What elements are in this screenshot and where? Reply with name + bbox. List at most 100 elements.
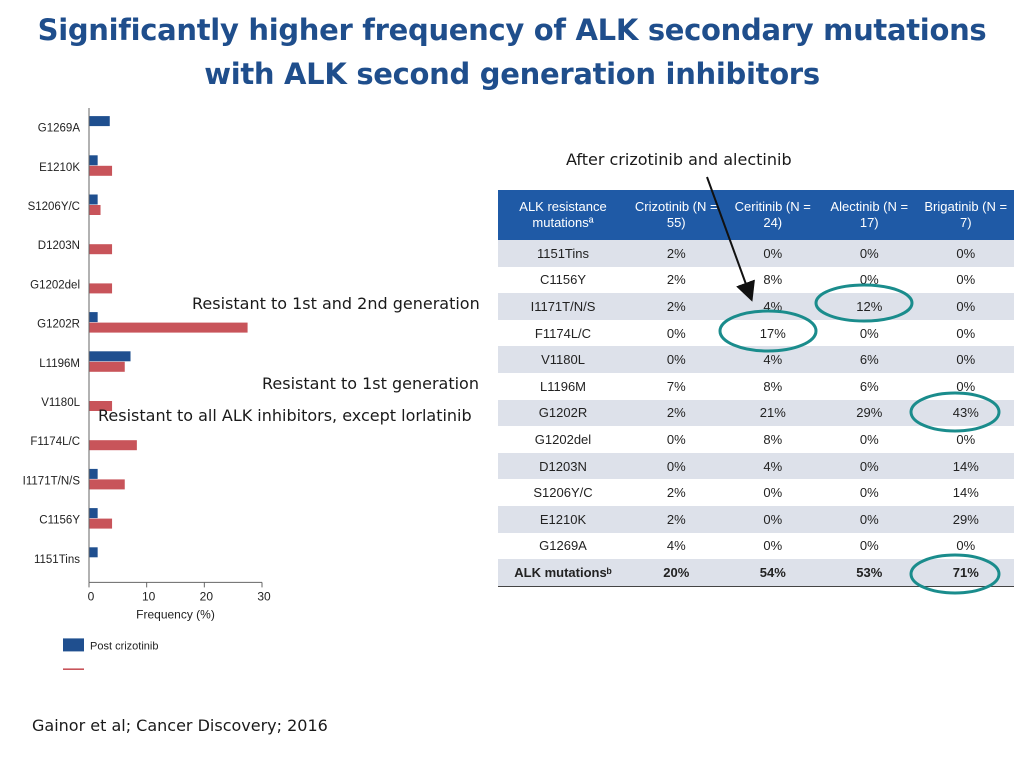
category-label: 1151Tins <box>34 554 80 566</box>
total-alectinib: 53% <box>821 559 918 587</box>
table-row: G1202del 0% 8% 0% 0% <box>498 426 1014 453</box>
bar-post-2nd-gen <box>89 401 113 411</box>
annotation-resistant-1st-2nd: Resistant to 1st and 2nd generation <box>192 294 480 313</box>
cell-alectinib: 0% <box>821 452 918 480</box>
cell-crizotinib: 0% <box>628 452 725 480</box>
bar-post-crizotinib <box>89 116 110 127</box>
bar-post-2nd-gen <box>89 361 125 372</box>
cell-crizotinib: 2% <box>628 399 725 427</box>
table-row: V1180L 0% 4% 6% 0% <box>498 346 1014 373</box>
table-row: S1206Y/C 2% 0% 0% 14% <box>498 479 1014 506</box>
bar-post-2nd-gen <box>89 244 113 255</box>
cell-mutation: E1210K <box>498 505 628 533</box>
legend-label: Post crizotinib <box>90 640 158 652</box>
cell-ceritinib: 8% <box>724 426 821 453</box>
cell-alectinib: 0% <box>821 266 918 294</box>
cell-brigatinib: 14% <box>917 479 1014 506</box>
bar-post-crizotinib <box>89 194 98 205</box>
table-row: D1203N 0% 4% 0% 14% <box>498 452 1014 480</box>
citation: Gainor et al; Cancer Discovery; 2016 <box>32 716 328 735</box>
cell-brigatinib: 14% <box>917 452 1014 480</box>
cell-mutation: 1151Tins <box>498 240 628 267</box>
table-header-row: ALK resistance mutationsª Crizotinib (N … <box>498 190 1014 240</box>
bar-post-crizotinib <box>89 468 98 479</box>
x-tick-label: 0 <box>88 589 95 603</box>
cell-alectinib: 29% <box>821 399 918 427</box>
category-label: V1180L <box>41 397 80 409</box>
bar-post-2nd-gen <box>89 205 101 215</box>
cell-brigatinib: 0% <box>917 532 1014 560</box>
category-label: F1174L/C <box>30 436 80 448</box>
cell-brigatinib: 0% <box>917 372 1014 400</box>
cell-ceritinib: 4% <box>724 452 821 480</box>
cell-crizotinib: 0% <box>628 426 725 453</box>
x-tick-label: 10 <box>142 589 156 603</box>
cell-alectinib: 0% <box>821 426 918 453</box>
cell-ceritinib: 0% <box>724 505 821 533</box>
bar-post-2nd-gen <box>89 479 125 490</box>
category-label: S1206Y/C <box>28 201 80 213</box>
cell-crizotinib: 4% <box>628 532 725 560</box>
cell-brigatinib: 29% <box>917 505 1014 533</box>
header-mutations: ALK resistance mutationsª <box>498 190 628 240</box>
legend-swatch <box>63 638 84 652</box>
header-ceritinib: Ceritinib (N = 24) <box>724 190 821 240</box>
table-row: G1202R 2% 21% 29% 43% <box>498 399 1014 427</box>
annotation-resistant-1st: Resistant to 1st generation <box>262 374 479 393</box>
alk-resistance-table: ALK resistance mutationsª Crizotinib (N … <box>498 190 1014 587</box>
header-brigatinib: Brigatinib (N = 7) <box>917 190 1014 240</box>
category-label: G1202del <box>30 279 80 291</box>
cell-mutation: C1156Y <box>498 266 628 294</box>
cell-brigatinib: 43% <box>917 399 1014 427</box>
cell-brigatinib: 0% <box>917 319 1014 347</box>
category-label: I1171T/N/S <box>23 475 81 487</box>
cell-mutation: V1180L <box>498 346 628 373</box>
cell-ceritinib: 21% <box>724 399 821 427</box>
cell-ceritinib: 4% <box>724 293 821 320</box>
cell-crizotinib: 0% <box>628 346 725 373</box>
table-row: I1171T/N/S 2% 4% 12% 0% <box>498 293 1014 320</box>
bar-post-crizotinib <box>89 547 98 558</box>
header-crizotinib: Crizotinib (N = 55) <box>628 190 725 240</box>
table-row: E1210K 2% 0% 0% 29% <box>498 505 1014 533</box>
table-total-row: ALK mutationsᵇ 20% 54% 53% 71% <box>498 559 1014 587</box>
annotation-resistant-all-except-lorlatinib: Resistant to all ALK inhibitors, except … <box>98 406 472 425</box>
cell-crizotinib: 0% <box>628 319 725 347</box>
slide-title: Significantly higher frequency of ALK se… <box>0 8 1024 96</box>
cell-mutation: I1171T/N/S <box>498 293 628 320</box>
cell-crizotinib: 2% <box>628 293 725 320</box>
bar-post-crizotinib <box>89 508 98 519</box>
bar-post-2nd-gen <box>89 165 113 176</box>
cell-alectinib: 0% <box>821 479 918 506</box>
category-label: L1196M <box>39 358 80 370</box>
cell-brigatinib: 0% <box>917 346 1014 373</box>
title-line-1: Significantly higher frequency of ALK se… <box>37 13 987 47</box>
cell-brigatinib: 0% <box>917 426 1014 453</box>
cell-brigatinib: 0% <box>917 240 1014 267</box>
bar-post-crizotinib <box>89 155 98 166</box>
cell-mutation: D1203N <box>498 452 628 480</box>
category-label: C1156Y <box>39 515 80 527</box>
header-alectinib: Alectinib (N = 17) <box>821 190 918 240</box>
cell-alectinib: 0% <box>821 532 918 560</box>
x-tick-label: 30 <box>257 589 271 603</box>
cell-crizotinib: 7% <box>628 372 725 400</box>
bar-post-crizotinib <box>89 312 98 323</box>
frequency-bar-chart: G1269A E1210K S1206Y/C D1203N G1202del G1202R… <box>23 108 271 670</box>
cell-ceritinib: 0% <box>724 479 821 506</box>
cell-brigatinib: 0% <box>917 293 1014 320</box>
cell-crizotinib: 2% <box>628 505 725 533</box>
cell-alectinib: 12% <box>821 293 918 320</box>
table-row: L1196M 7% 8% 6% 0% <box>498 372 1014 400</box>
cell-mutation: F1174L/C <box>498 319 628 347</box>
category-label: G1202R <box>37 319 80 331</box>
bar-post-2nd-gen <box>89 322 248 333</box>
cell-alectinib: 0% <box>821 240 918 267</box>
cell-mutation: G1202del <box>498 426 628 453</box>
cell-mutation: G1202R <box>498 399 628 427</box>
cell-crizotinib: 2% <box>628 479 725 506</box>
table-row: F1174L/C 0% 17% 0% 0% <box>498 319 1014 347</box>
cell-mutation: G1269A <box>498 532 628 560</box>
cell-crizotinib: 2% <box>628 266 725 294</box>
table-row: C1156Y 2% 8% 0% 0% <box>498 266 1014 294</box>
